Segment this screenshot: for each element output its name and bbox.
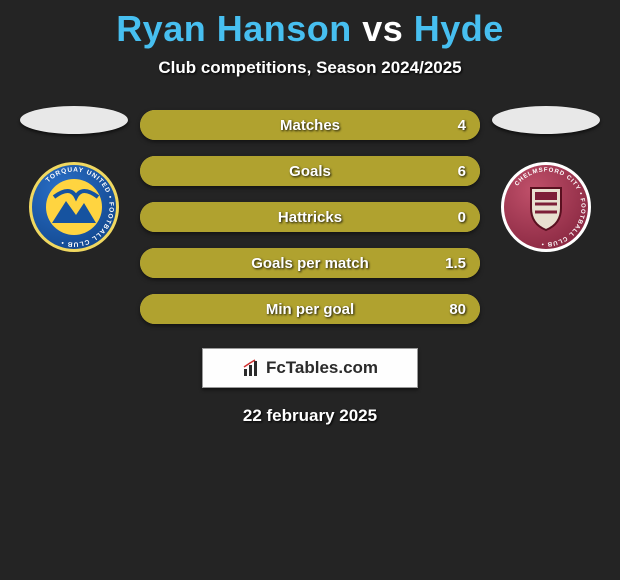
title-opponent: Hyde — [414, 8, 504, 49]
date-line: 22 february 2025 — [0, 406, 620, 426]
stat-bars: Matches 4 Goals 6 Hattricks 0 Goals per match 1… — [134, 110, 486, 324]
right-side: CHELMSFORD CITY • FOOTBALL CLUB • — [486, 110, 606, 252]
left-club-badge: TORQUAY UNITED • FOOTBALL CLUB • — [29, 162, 119, 252]
left-ellipse-marker — [20, 106, 128, 134]
stat-bar-label: Min per goal — [266, 301, 354, 318]
stat-bar: Hattricks 0 — [140, 202, 480, 232]
stat-bar-value: 4 — [458, 117, 466, 134]
stat-bar-label: Matches — [280, 117, 340, 134]
stat-bar-label: Goals — [289, 163, 331, 180]
left-side: TORQUAY UNITED • FOOTBALL CLUB • — [14, 110, 134, 252]
stat-bar: Matches 4 — [140, 110, 480, 140]
stat-bar-value: 1.5 — [445, 255, 466, 272]
branding-label: FcTables.com — [266, 358, 378, 378]
comparison-title: Ryan Hanson vs Hyde — [0, 0, 620, 50]
title-vs: vs — [352, 8, 414, 49]
title-player: Ryan Hanson — [116, 8, 352, 49]
stat-bar-value: 6 — [458, 163, 466, 180]
stat-bar-label: Goals per match — [251, 255, 369, 272]
comparison-content: TORQUAY UNITED • FOOTBALL CLUB • Matches… — [0, 110, 620, 324]
right-ellipse-marker — [492, 106, 600, 134]
stat-bar: Goals per match 1.5 — [140, 248, 480, 278]
gull-mountain-icon — [46, 179, 102, 235]
shield-icon — [521, 182, 571, 232]
subtitle: Club competitions, Season 2024/2025 — [0, 58, 620, 78]
bar-chart-icon — [242, 358, 262, 378]
stat-bar-value: 0 — [458, 209, 466, 226]
stat-bar-value: 80 — [449, 301, 466, 318]
stat-bar: Min per goal 80 — [140, 294, 480, 324]
stat-bar: Goals 6 — [140, 156, 480, 186]
right-club-badge: CHELMSFORD CITY • FOOTBALL CLUB • — [501, 162, 591, 252]
left-club-inner — [46, 179, 102, 235]
right-club-inner — [521, 182, 571, 232]
branding-box[interactable]: FcTables.com — [202, 348, 418, 388]
stat-bar-label: Hattricks — [278, 209, 342, 226]
